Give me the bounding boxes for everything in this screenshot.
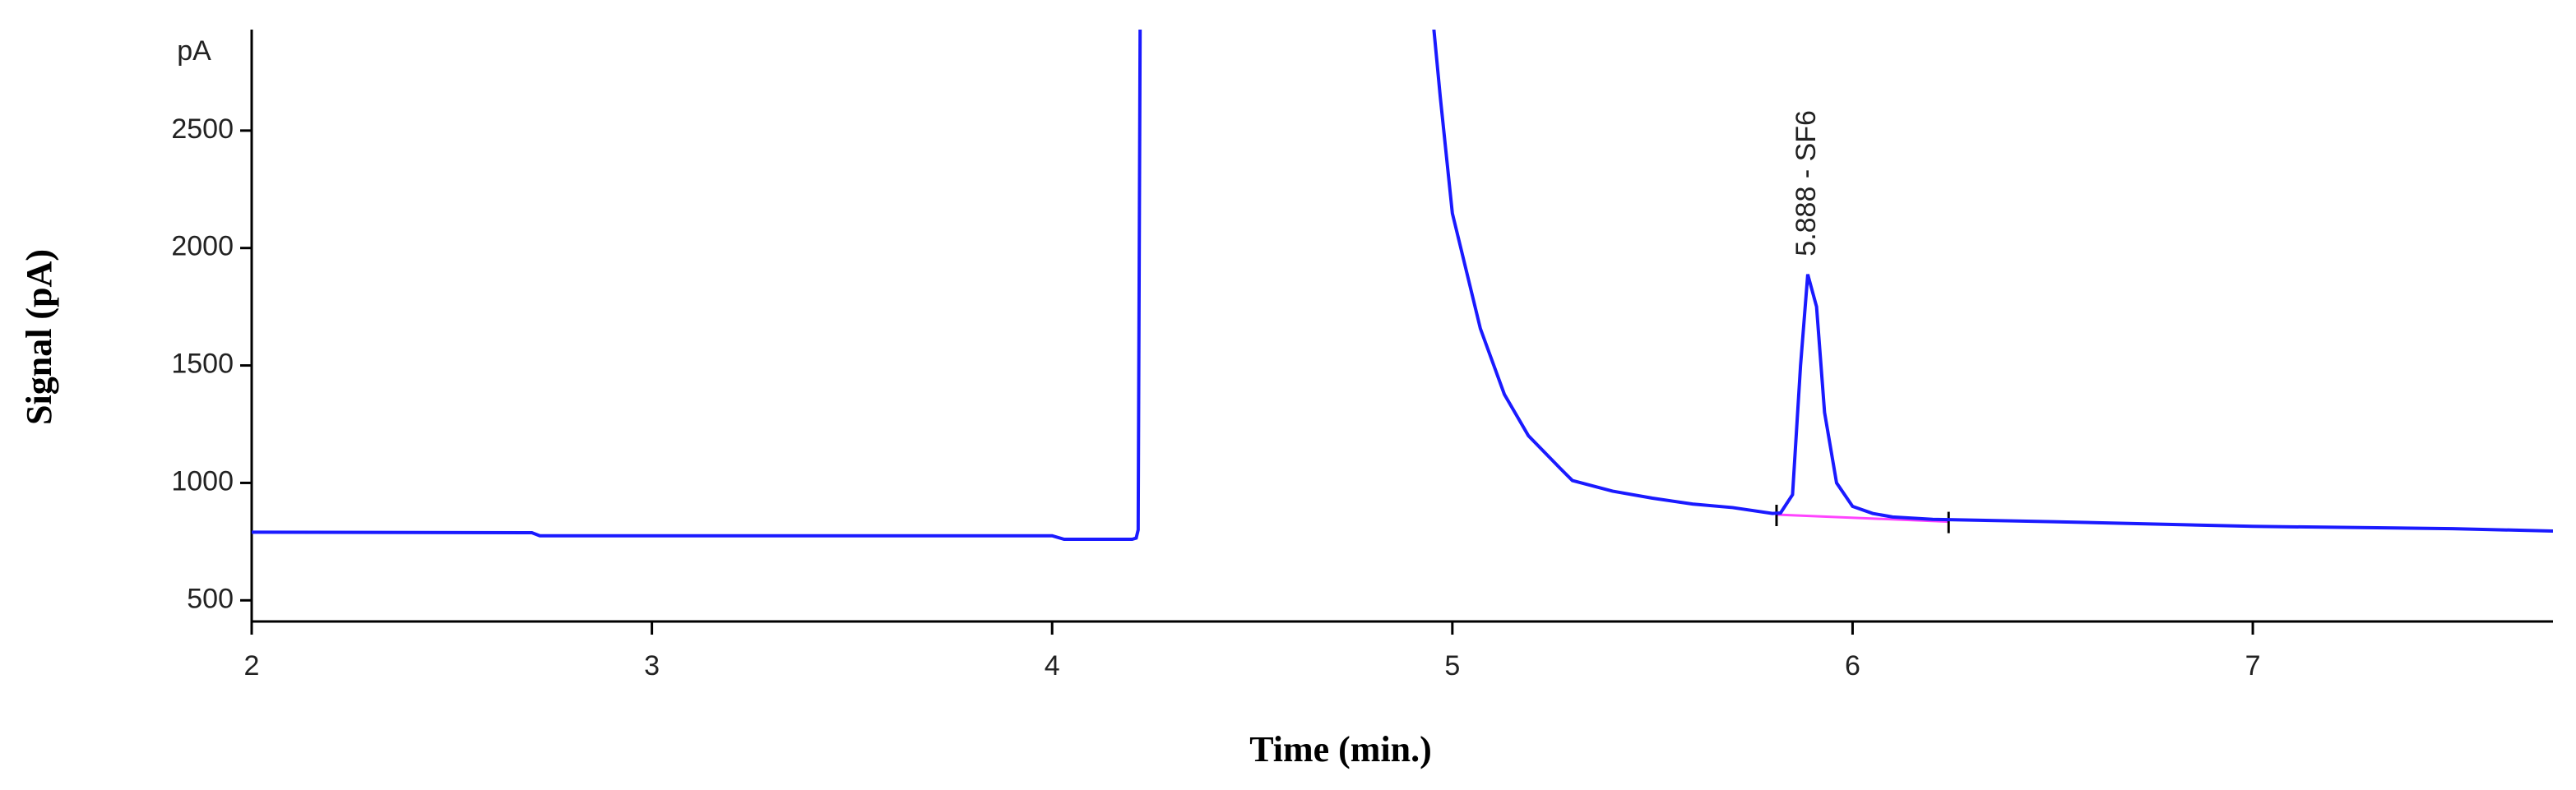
x-tick-label: 7 bbox=[2245, 650, 2261, 681]
y-unit-label: pA bbox=[177, 35, 211, 67]
peak-label: 5.888 - SF6 bbox=[1791, 110, 1822, 256]
y-tick-label: 500 bbox=[187, 583, 234, 614]
x-tick-label: 2 bbox=[244, 650, 260, 681]
x-axis-title: Time (min.) bbox=[1249, 729, 1432, 769]
y-axis-title: Signal (pA) bbox=[19, 249, 59, 425]
x-tick-label: 4 bbox=[1045, 650, 1060, 681]
y-tick-label: 2500 bbox=[171, 113, 234, 145]
x-tick-label: 6 bbox=[1845, 650, 1860, 681]
baseline bbox=[1776, 513, 1949, 524]
signal-line bbox=[252, 30, 2553, 541]
y-tick-label: 2000 bbox=[171, 231, 234, 262]
x-tick-label: 5 bbox=[1444, 650, 1460, 681]
x-tick-label: 3 bbox=[644, 650, 660, 681]
y-tick-label: 1500 bbox=[171, 349, 234, 380]
y-tick-label: 1000 bbox=[171, 465, 234, 497]
